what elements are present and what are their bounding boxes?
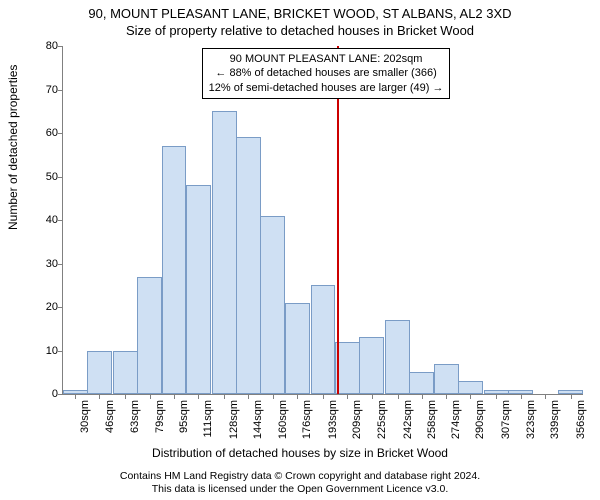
xtick-mark bbox=[174, 394, 175, 399]
xtick-mark bbox=[297, 394, 298, 399]
histogram-bar bbox=[434, 364, 459, 394]
histogram-bar bbox=[113, 351, 138, 395]
xtick-mark bbox=[99, 394, 100, 399]
ytick-label: 10 bbox=[28, 345, 58, 357]
ytick-label: 50 bbox=[28, 171, 58, 183]
xtick-mark bbox=[75, 394, 76, 399]
annotation-line2: ← 88% of detached houses are smaller (36… bbox=[209, 66, 444, 80]
histogram-bar bbox=[87, 351, 112, 395]
ytick-mark bbox=[58, 46, 63, 47]
title-block: 90, MOUNT PLEASANT LANE, BRICKET WOOD, S… bbox=[0, 6, 600, 38]
histogram-bar bbox=[311, 285, 336, 394]
histogram-bar bbox=[186, 185, 211, 394]
histogram-bar bbox=[285, 303, 310, 394]
ytick-mark bbox=[58, 220, 63, 221]
ytick-mark bbox=[58, 90, 63, 91]
annotation-line3: 12% of semi-detached houses are larger (… bbox=[209, 81, 444, 95]
histogram-bar bbox=[212, 111, 237, 394]
histogram-bar bbox=[236, 137, 261, 394]
title-line2: Size of property relative to detached ho… bbox=[0, 23, 600, 38]
xtick-mark bbox=[571, 394, 572, 399]
xtick-mark bbox=[125, 394, 126, 399]
y-axis-label: Number of detached properties bbox=[6, 65, 20, 230]
xtick-mark bbox=[446, 394, 447, 399]
xtick-mark bbox=[398, 394, 399, 399]
ytick-mark bbox=[58, 307, 63, 308]
ytick-mark bbox=[58, 133, 63, 134]
chart-container: 90, MOUNT PLEASANT LANE, BRICKET WOOD, S… bbox=[0, 0, 600, 500]
annotation-box: 90 MOUNT PLEASANT LANE: 202sqm← 88% of d… bbox=[202, 48, 451, 99]
xtick-mark bbox=[273, 394, 274, 399]
xtick-mark bbox=[323, 394, 324, 399]
footer-credits: Contains HM Land Registry data © Crown c… bbox=[0, 470, 600, 496]
x-axis-label: Distribution of detached houses by size … bbox=[0, 446, 600, 460]
histogram-bar bbox=[162, 146, 187, 394]
annotation-line1: 90 MOUNT PLEASANT LANE: 202sqm bbox=[209, 52, 444, 66]
xtick-mark bbox=[545, 394, 546, 399]
xtick-mark bbox=[347, 394, 348, 399]
xtick-mark bbox=[422, 394, 423, 399]
xtick-mark bbox=[198, 394, 199, 399]
ytick-label: 30 bbox=[28, 258, 58, 270]
histogram-bar bbox=[409, 372, 434, 394]
xtick-mark bbox=[224, 394, 225, 399]
histogram-bar bbox=[458, 381, 483, 394]
ytick-label: 80 bbox=[28, 40, 58, 52]
ytick-label: 60 bbox=[28, 127, 58, 139]
ytick-label: 20 bbox=[28, 301, 58, 313]
plot-area: 30sqm46sqm63sqm79sqm95sqm111sqm128sqm144… bbox=[62, 46, 583, 395]
xtick-mark bbox=[496, 394, 497, 399]
histogram-bar bbox=[260, 216, 285, 394]
xtick-mark bbox=[248, 394, 249, 399]
title-line1: 90, MOUNT PLEASANT LANE, BRICKET WOOD, S… bbox=[0, 6, 600, 21]
xtick-mark bbox=[150, 394, 151, 399]
histogram-bar bbox=[137, 277, 162, 394]
ytick-mark bbox=[58, 177, 63, 178]
xtick-mark bbox=[372, 394, 373, 399]
footer-line2: This data is licensed under the Open Gov… bbox=[0, 483, 600, 496]
xtick-mark bbox=[470, 394, 471, 399]
xtick-mark bbox=[521, 394, 522, 399]
ytick-label: 0 bbox=[28, 388, 58, 400]
ytick-label: 70 bbox=[28, 84, 58, 96]
ytick-label: 40 bbox=[28, 214, 58, 226]
footer-line1: Contains HM Land Registry data © Crown c… bbox=[0, 470, 600, 483]
ytick-mark bbox=[58, 351, 63, 352]
ytick-mark bbox=[58, 394, 63, 395]
histogram-bar bbox=[359, 337, 384, 394]
ytick-mark bbox=[58, 264, 63, 265]
histogram-bar bbox=[385, 320, 410, 394]
